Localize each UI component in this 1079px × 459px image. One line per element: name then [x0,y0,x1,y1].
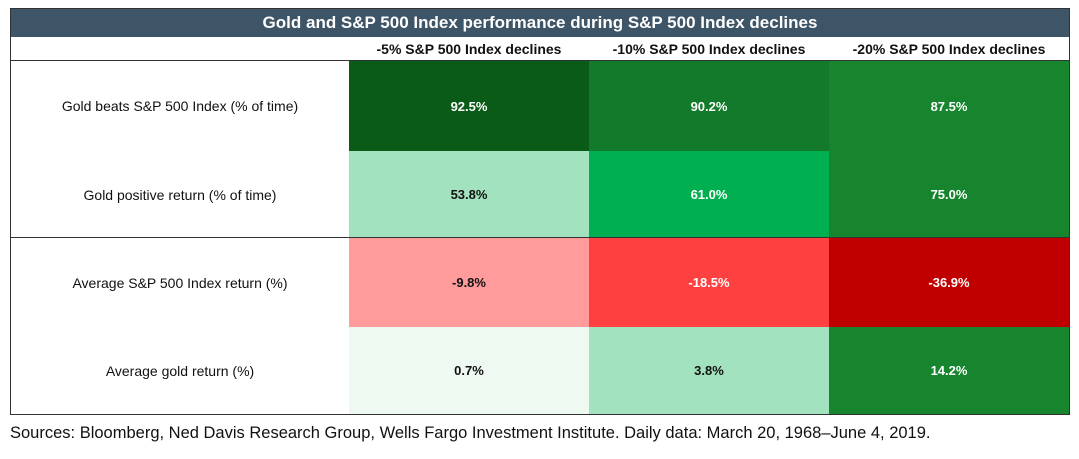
table-cell: 53.8% [349,151,589,238]
row-label: Average S&P 500 Index return (%) [72,274,288,291]
table-cell: -9.8% [349,238,589,327]
column-header: -10% S&P 500 Index declines [612,40,806,57]
group-divider [11,237,1069,238]
table-cell: 87.5% [829,61,1069,151]
performance-table: Gold and S&P 500 Index performance durin… [10,8,1070,415]
row-label: Average gold return (%) [105,362,255,379]
table-row: Average gold return (%) 0.7% 3.8% 14.2% [11,327,1069,414]
column-header: -20% S&P 500 Index declines [852,40,1046,57]
column-header: -5% S&P 500 Index declines [376,40,562,57]
table-cell: 61.0% [589,151,829,238]
column-header-row: -5% S&P 500 Index declines -10% S&P 500 I… [11,37,1069,61]
table-row: Gold beats S&P 500 Index (% of time) 92.5… [11,61,1069,151]
table-cell: -36.9% [829,238,1069,327]
table-cell: 75.0% [829,151,1069,238]
table-cell: -18.5% [589,238,829,327]
table-cell: 0.7% [349,327,589,414]
table-cell: 3.8% [589,327,829,414]
source-note: Sources: Bloomberg, Ned Davis Research G… [10,424,931,442]
table-row: Average S&P 500 Index return (%) -9.8% -18… [11,238,1069,327]
table-cell: 90.2% [589,61,829,151]
table-cell: 92.5% [349,61,589,151]
row-label: Gold positive return (% of time) [83,186,277,203]
table-row: Gold positive return (% of time) 53.8% 61.… [11,151,1069,238]
table-title: Gold and S&P 500 Index performance durin… [11,9,1069,37]
row-label: Gold beats S&P 500 Index (% of time) [61,98,299,114]
table-cell: 14.2% [829,327,1069,414]
